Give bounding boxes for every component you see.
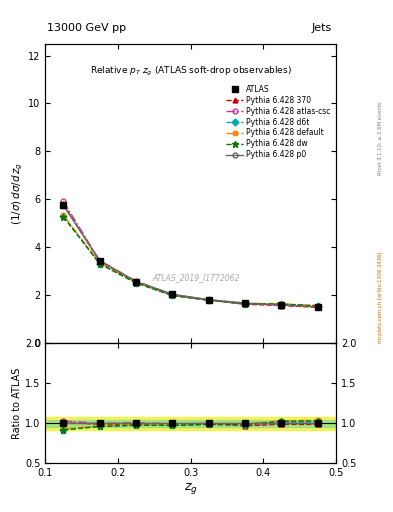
Legend: ATLAS, Pythia 6.428 370, Pythia 6.428 atlas-csc, Pythia 6.428 d6t, Pythia 6.428 : ATLAS, Pythia 6.428 370, Pythia 6.428 at… <box>225 83 332 161</box>
Text: mcplots.cern.ch [arXiv:1306.3436]: mcplots.cern.ch [arXiv:1306.3436] <box>378 251 383 343</box>
Text: Rivet 3.1.10; ≥ 2.6M events: Rivet 3.1.10; ≥ 2.6M events <box>378 101 383 175</box>
Text: Jets: Jets <box>312 23 332 33</box>
Text: Relative $p_T$ $z_g$ (ATLAS soft-drop observables): Relative $p_T$ $z_g$ (ATLAS soft-drop ob… <box>90 65 292 78</box>
Y-axis label: Ratio to ATLAS: Ratio to ATLAS <box>12 368 22 439</box>
Text: 13000 GeV pp: 13000 GeV pp <box>47 23 126 33</box>
X-axis label: $z_g$: $z_g$ <box>184 481 198 496</box>
Text: ATLAS_2019_I1772062: ATLAS_2019_I1772062 <box>153 273 240 282</box>
Y-axis label: $(1/\sigma)\,d\sigma/d\,z_g$: $(1/\sigma)\,d\sigma/d\,z_g$ <box>11 162 25 225</box>
